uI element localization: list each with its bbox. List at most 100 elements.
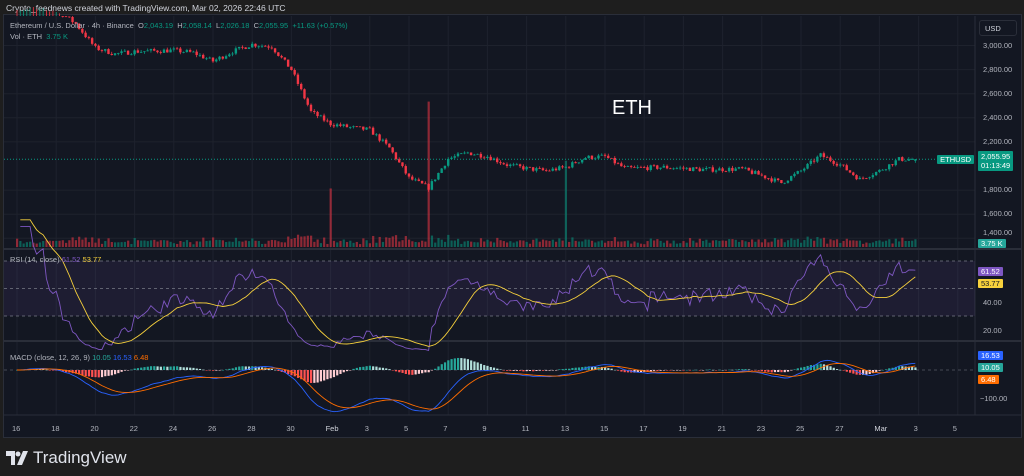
candle xyxy=(564,166,567,168)
candle xyxy=(727,167,731,172)
candle xyxy=(231,53,234,55)
macd-histogram-bar xyxy=(277,370,280,372)
candle xyxy=(776,178,780,181)
volume-bar xyxy=(911,240,914,247)
macd-histogram-bar xyxy=(790,370,793,371)
volume-label[interactable]: Vol · ETH xyxy=(10,32,43,41)
volume-bar xyxy=(257,240,260,247)
candle xyxy=(770,178,773,182)
candle xyxy=(437,172,440,180)
macd-histogram-bar xyxy=(352,368,355,370)
volume-bar xyxy=(221,240,224,247)
macd-histogram-bar xyxy=(626,370,630,373)
candle xyxy=(522,166,525,170)
macd-histogram-bar xyxy=(81,370,84,376)
candle xyxy=(695,167,698,169)
candle xyxy=(750,170,754,174)
volume-bar xyxy=(238,241,241,247)
macd-label[interactable]: MACD (close, 12, 26, 9) xyxy=(10,353,91,362)
volume-bar xyxy=(502,241,505,247)
candle xyxy=(290,66,293,71)
volume-bar xyxy=(855,240,858,247)
volume-bar xyxy=(901,237,904,247)
volume-bar xyxy=(581,241,584,247)
symbol-name[interactable]: Ethereum / U.S. Dollar xyxy=(10,21,86,30)
volume-bar xyxy=(313,241,316,247)
macd-histogram-bar xyxy=(283,370,287,373)
macd-histogram-bar xyxy=(515,370,518,371)
volume-bar xyxy=(42,241,45,247)
candle xyxy=(669,168,672,170)
macd-histogram-bar xyxy=(620,370,623,372)
macd-histogram-bar xyxy=(326,370,329,380)
macd-histogram-bar xyxy=(871,370,875,374)
volume-bar xyxy=(267,240,270,247)
volume-legend: Vol · ETH 3.75 K xyxy=(10,32,68,41)
macd-histogram-bar xyxy=(94,370,97,378)
interval[interactable]: 4h xyxy=(91,21,101,30)
macd-histogram-bar xyxy=(721,369,724,371)
macd-histogram-bar xyxy=(685,369,688,371)
volume-bar xyxy=(584,239,587,247)
volume-bar xyxy=(385,237,388,247)
macd-histogram-bar xyxy=(359,367,362,370)
macd-histogram-bar xyxy=(639,370,643,373)
volume-bar xyxy=(100,243,104,247)
volume-bar xyxy=(623,241,626,247)
volume-bar xyxy=(408,239,411,247)
volume-bar xyxy=(875,240,878,247)
macd-histogram-bar xyxy=(571,367,574,370)
candle xyxy=(228,54,231,57)
time-tick: 28 xyxy=(247,424,256,433)
candle xyxy=(731,167,734,171)
volume-bar xyxy=(110,242,113,247)
volume-bar xyxy=(215,239,218,247)
time-tick: 20 xyxy=(90,424,99,433)
tradingview-logo[interactable]: TradingView xyxy=(6,448,127,468)
rsi-axis-40: 40.00 xyxy=(983,298,1002,307)
volume-bar xyxy=(378,236,381,247)
candle xyxy=(486,156,489,158)
volume-bar xyxy=(884,240,888,247)
currency-button[interactable]: USD xyxy=(979,20,1017,36)
candle xyxy=(388,143,391,148)
macd-histogram-bar xyxy=(816,364,819,370)
candle xyxy=(264,45,267,47)
volume-bar xyxy=(558,238,561,247)
volume-bar xyxy=(790,238,793,247)
macd-histogram-bar xyxy=(715,370,718,371)
tradingview-brand: TradingView xyxy=(33,448,127,467)
volume-bar xyxy=(617,241,620,247)
macd-histogram-bar xyxy=(97,370,100,378)
volume-bar xyxy=(587,239,590,247)
close-value: 2,055.95 xyxy=(258,21,289,30)
candle xyxy=(786,180,790,183)
candle xyxy=(414,179,417,181)
time-tick: 16 xyxy=(12,424,21,433)
candle xyxy=(460,153,463,155)
macd-histogram-bar xyxy=(773,370,777,373)
candle xyxy=(77,23,81,29)
candle xyxy=(81,28,84,33)
volume-bar xyxy=(225,242,228,247)
volume-bar xyxy=(806,236,809,247)
candle xyxy=(139,51,143,53)
candle xyxy=(741,167,744,169)
candle xyxy=(744,167,747,169)
candle xyxy=(61,16,64,17)
volume-bar xyxy=(443,241,447,247)
candle xyxy=(799,170,803,172)
candle xyxy=(793,173,796,177)
macd-histogram-bar xyxy=(287,370,290,375)
candle xyxy=(322,115,326,121)
candle xyxy=(515,164,518,166)
volume-bar xyxy=(541,239,545,247)
candle xyxy=(482,157,486,159)
volume-bar xyxy=(786,240,790,247)
candle xyxy=(169,49,172,53)
macd-histogram-bar xyxy=(682,370,685,371)
time-tick: 3 xyxy=(364,424,369,433)
rsi-label[interactable]: RSI (14, close) xyxy=(10,255,60,264)
volume-bar xyxy=(391,236,394,247)
